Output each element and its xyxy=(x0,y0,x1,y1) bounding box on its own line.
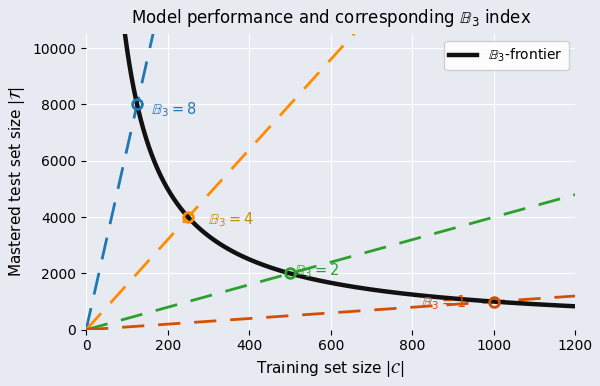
Title: Model performance and corresponding $\mathbb{B}_3$ index: Model performance and corresponding $\ma… xyxy=(131,7,531,29)
Y-axis label: Mastered test set size $|\mathcal{T}|$: Mastered test set size $|\mathcal{T}|$ xyxy=(7,86,27,278)
Text: $\mathbb{B}_3 = 1$: $\mathbb{B}_3 = 1$ xyxy=(421,294,466,312)
Text: $\mathbb{B}_3 = 2$: $\mathbb{B}_3 = 2$ xyxy=(294,261,339,280)
Text: $\mathbb{B}_3 = 4$: $\mathbb{B}_3 = 4$ xyxy=(208,211,254,229)
X-axis label: Training set size $|\mathcal{C}|$: Training set size $|\mathcal{C}|$ xyxy=(256,359,405,379)
Text: $\mathbb{B}_3 = 8$: $\mathbb{B}_3 = 8$ xyxy=(151,101,197,119)
Legend: $\mathbb{B}_3$-frontier: $\mathbb{B}_3$-frontier xyxy=(444,41,569,69)
